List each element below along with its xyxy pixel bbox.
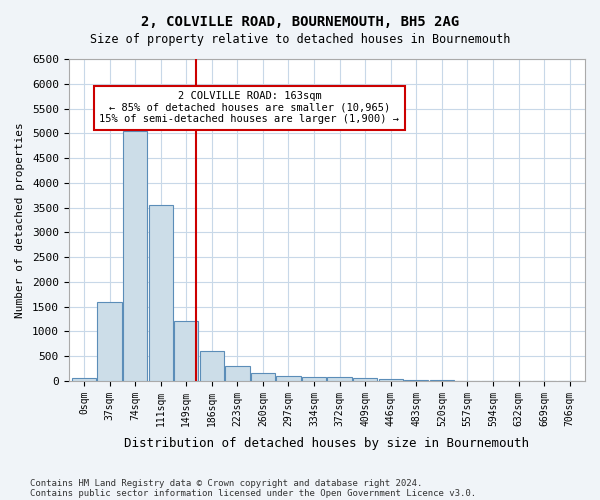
- Bar: [225, 366, 250, 381]
- Text: 2, COLVILLE ROAD, BOURNEMOUTH, BH5 2AG: 2, COLVILLE ROAD, BOURNEMOUTH, BH5 2AG: [141, 15, 459, 29]
- Bar: [328, 378, 352, 381]
- Bar: [97, 302, 122, 381]
- Bar: [72, 378, 96, 381]
- Text: Size of property relative to detached houses in Bournemouth: Size of property relative to detached ho…: [90, 32, 510, 46]
- Bar: [302, 377, 326, 381]
- Bar: [174, 322, 199, 381]
- Bar: [251, 374, 275, 381]
- X-axis label: Distribution of detached houses by size in Bournemouth: Distribution of detached houses by size …: [124, 437, 529, 450]
- Bar: [353, 378, 377, 381]
- Bar: [404, 380, 428, 381]
- Bar: [123, 131, 147, 381]
- Text: 2 COLVILLE ROAD: 163sqm
← 85% of detached houses are smaller (10,965)
15% of sem: 2 COLVILLE ROAD: 163sqm ← 85% of detache…: [100, 91, 400, 124]
- Y-axis label: Number of detached properties: Number of detached properties: [15, 122, 25, 318]
- Text: Contains public sector information licensed under the Open Government Licence v3: Contains public sector information licen…: [30, 488, 476, 498]
- Bar: [200, 351, 224, 381]
- Text: Contains HM Land Registry data © Crown copyright and database right 2024.: Contains HM Land Registry data © Crown c…: [30, 478, 422, 488]
- Bar: [277, 376, 301, 381]
- Bar: [149, 205, 173, 381]
- Bar: [379, 380, 403, 381]
